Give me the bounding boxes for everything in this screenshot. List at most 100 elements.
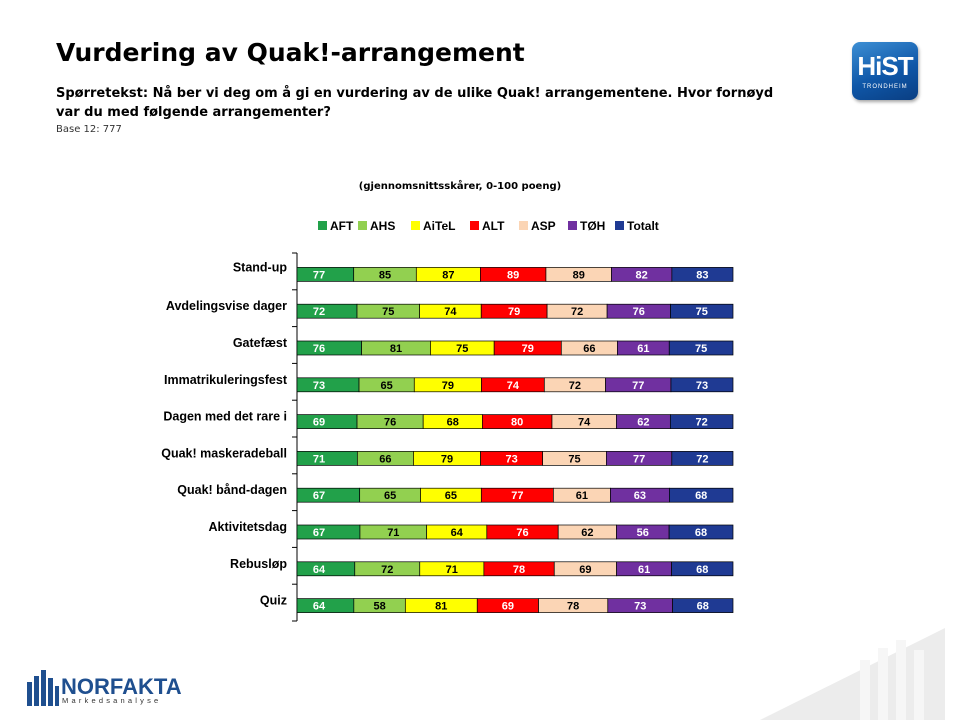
data-label: 79 bbox=[508, 306, 520, 318]
data-label: 73 bbox=[505, 453, 517, 465]
data-label: 74 bbox=[507, 380, 520, 392]
bar-segment-totalt bbox=[668, 340, 734, 356]
hist-logo: HiST TRONDHEIM bbox=[852, 42, 918, 100]
data-label: 69 bbox=[502, 601, 514, 613]
data-label: 72 bbox=[381, 564, 393, 576]
category-label: Avdelingsvise dager bbox=[166, 299, 287, 313]
watermark-bar bbox=[878, 648, 888, 720]
bar-row-quak-maskeradeball: Quak! maskeradeball 71 66 79 73 75 77 72 bbox=[161, 446, 734, 466]
hist-logo-subtext: TRONDHEIM bbox=[862, 84, 908, 90]
data-label: 76 bbox=[633, 306, 645, 318]
data-label: 75 bbox=[456, 343, 468, 355]
data-label: 68 bbox=[447, 417, 459, 429]
chart-axis bbox=[292, 252, 298, 622]
norfakta-logo-icon bbox=[27, 670, 59, 706]
data-label: 64 bbox=[313, 564, 326, 576]
category-label: Quak! bånd-dagen bbox=[177, 483, 287, 497]
data-label: 72 bbox=[313, 306, 325, 318]
data-label: 79 bbox=[442, 380, 454, 392]
data-label: 68 bbox=[696, 564, 708, 576]
bar-segment-totalt bbox=[671, 561, 734, 577]
category-label: Stand-up bbox=[233, 260, 288, 274]
bar-segment-totalt bbox=[671, 267, 734, 282]
data-label: 64 bbox=[451, 527, 464, 539]
data-label: 67 bbox=[313, 490, 325, 502]
legend-item-aft: AFT bbox=[318, 219, 354, 233]
data-label: 75 bbox=[568, 453, 580, 465]
data-label: 72 bbox=[569, 380, 581, 392]
data-label: 77 bbox=[511, 490, 523, 502]
norfakta-subtext: Markedsanalyse bbox=[62, 696, 162, 705]
bar-segment-aft bbox=[296, 340, 362, 356]
data-label: 74 bbox=[444, 306, 457, 318]
data-label: 64 bbox=[313, 601, 326, 613]
data-label: 69 bbox=[313, 417, 325, 429]
data-label: 72 bbox=[696, 453, 708, 465]
base-text: Base 12: 777 bbox=[56, 124, 122, 135]
data-label: 89 bbox=[507, 269, 519, 281]
data-label: 65 bbox=[381, 380, 393, 392]
data-label: 78 bbox=[513, 564, 525, 576]
bar-row-quak-ba-nd-dagen: Quak! bånd-dagen 67 65 65 77 61 63 68 bbox=[177, 483, 734, 503]
data-label: 89 bbox=[573, 269, 585, 281]
data-label: 77 bbox=[313, 269, 325, 281]
chart-legend: AFT AHS AiTeL ALT ASP TØH Totalt bbox=[318, 219, 659, 233]
data-label: 66 bbox=[379, 453, 391, 465]
data-label: 67 bbox=[313, 527, 325, 539]
data-label: 79 bbox=[441, 453, 453, 465]
data-label: 61 bbox=[576, 490, 588, 502]
data-label: 80 bbox=[511, 417, 523, 429]
data-label: 77 bbox=[633, 453, 645, 465]
legend-item-asp: ASP bbox=[519, 219, 556, 233]
data-label: 58 bbox=[373, 601, 385, 613]
legend-label: ASP bbox=[531, 219, 556, 233]
bar-segment-aft bbox=[296, 303, 358, 319]
data-label: 77 bbox=[632, 380, 644, 392]
bar-segment-totalt bbox=[670, 377, 734, 393]
legend-item-t-h: TØH bbox=[568, 219, 605, 233]
data-label: 73 bbox=[313, 380, 325, 392]
data-label: 61 bbox=[638, 564, 650, 576]
category-label: Immatrikuleringsfest bbox=[164, 373, 288, 387]
data-label: 82 bbox=[636, 269, 648, 281]
data-label: 75 bbox=[695, 343, 707, 355]
legend-label: AiTeL bbox=[423, 219, 455, 233]
bar-segment-aft bbox=[296, 377, 360, 393]
bar-segment-aft bbox=[296, 487, 361, 503]
bar-row-gatef-st: Gatefæst 76 81 75 79 66 61 75 bbox=[233, 336, 734, 356]
legend-swatch bbox=[411, 221, 420, 230]
data-label: 56 bbox=[637, 527, 649, 539]
legend-swatch bbox=[519, 221, 528, 230]
bar-segment-aft bbox=[296, 598, 355, 613]
bar-row-quiz: Quiz 64 58 81 69 78 73 68 bbox=[260, 594, 734, 613]
bar-row-rebusl-p: Rebusløp 64 72 71 78 69 61 68 bbox=[230, 557, 734, 577]
data-label: 71 bbox=[313, 453, 325, 465]
category-label: Dagen med det rare i bbox=[163, 410, 287, 424]
category-label: Rebusløp bbox=[230, 557, 287, 571]
chart-subtitle: (gjennomsnittsskårer, 0-100 poeng) bbox=[0, 181, 960, 192]
data-label: 78 bbox=[567, 601, 579, 613]
legend-swatch bbox=[615, 221, 624, 230]
data-label: 62 bbox=[637, 417, 649, 429]
hist-logo-text: HiST bbox=[857, 51, 913, 81]
bar-segment-aft bbox=[296, 414, 358, 429]
norfakta-name: NORFAKTA bbox=[61, 674, 182, 699]
norfakta-logo: NORFAKTA Markedsanalyse bbox=[27, 668, 197, 708]
data-label: 65 bbox=[384, 490, 396, 502]
bar-segment-totalt bbox=[668, 524, 734, 540]
bar-row-immatrikuleringsfest: Immatrikuleringsfest 73 65 79 74 72 77 73 bbox=[164, 373, 734, 393]
data-label: 75 bbox=[696, 306, 708, 318]
data-label: 74 bbox=[578, 417, 591, 429]
bar-segment-aft bbox=[296, 451, 358, 466]
data-label: 75 bbox=[382, 306, 394, 318]
data-label: 61 bbox=[637, 343, 649, 355]
legend-item-alt: ALT bbox=[470, 219, 505, 233]
legend-item-totalt: Totalt bbox=[615, 219, 659, 233]
data-label: 63 bbox=[634, 490, 646, 502]
question-text: Spørretekst: Nå ber vi deg om å gi en vu… bbox=[56, 86, 774, 120]
legend-swatch bbox=[318, 221, 327, 230]
data-label: 72 bbox=[571, 306, 583, 318]
legend-label: AHS bbox=[370, 219, 395, 233]
watermark-bar bbox=[914, 650, 924, 720]
category-label: Quiz bbox=[260, 594, 287, 608]
